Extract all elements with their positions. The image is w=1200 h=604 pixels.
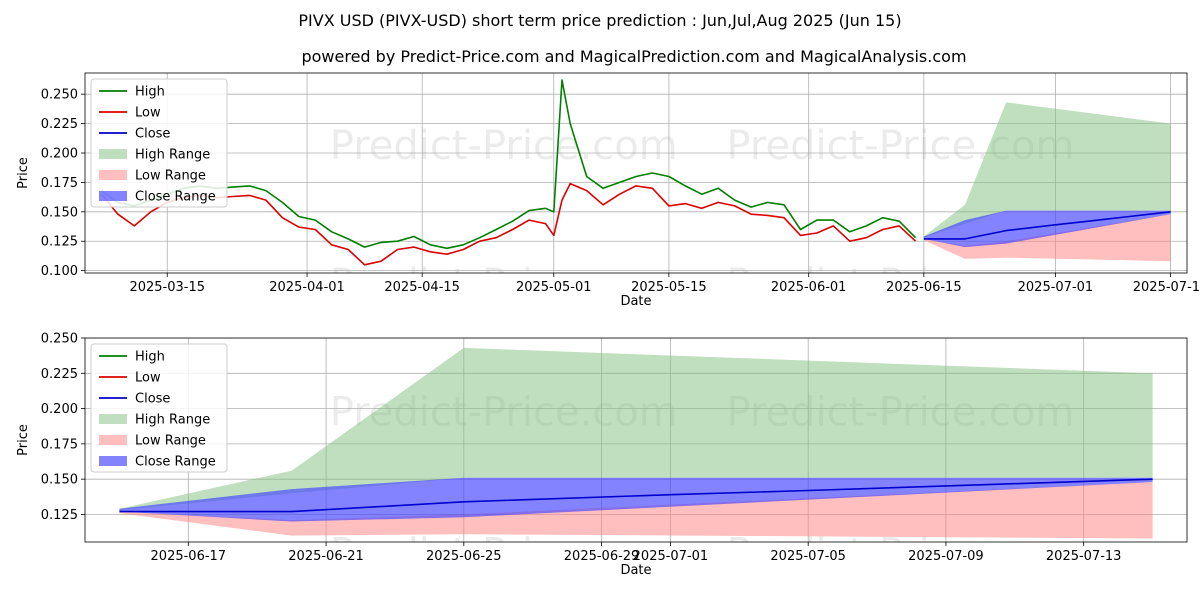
x-tick-label: 2025-05-15 [631, 280, 707, 295]
x-tick-label: 2025-05-01 [516, 280, 592, 295]
forecast-zoom-chart: Predict-Price.comPredict-Price.comPredic… [16, 332, 1188, 578]
series-line-high [100, 79, 917, 250]
legend-label: Low [135, 371, 161, 386]
range-area-close-range [923, 210, 1171, 248]
range-area-close-range [119, 477, 1153, 522]
x-tick-label: 2025-07-01 [1018, 280, 1094, 295]
y-tick-label: 0.200 [41, 147, 78, 162]
range-area-low-range [119, 482, 1153, 539]
x-tick-label: 2025-06-29 [564, 549, 640, 564]
x-tick-label: 2025-07-09 [908, 549, 984, 564]
watermark-text: Predict-Price.com [330, 123, 678, 169]
x-tick-label: 2025-07-01 [633, 549, 709, 564]
y-tick-label: 0.125 [41, 235, 78, 250]
legend-label: Low Range [135, 169, 206, 184]
y-tick-label: 0.250 [41, 88, 78, 103]
x-tick-label: 2025-06-25 [426, 549, 502, 564]
legend-swatch-patch [99, 191, 127, 201]
y-axis-label: Price [16, 157, 31, 189]
y-tick-label: 0.225 [41, 367, 78, 382]
legend-label: Low Range [135, 434, 206, 449]
y-tick-label: 0.125 [41, 508, 78, 523]
y-tick-label: 0.100 [41, 264, 78, 279]
x-tick-label: 2025-03-15 [129, 280, 205, 295]
x-axis-label: Date [620, 563, 651, 578]
y-axis-label: Price [16, 424, 31, 456]
x-tick-label: 2025-06-21 [288, 549, 364, 564]
legend-label: Low [135, 106, 161, 121]
y-tick-label: 0.150 [41, 205, 78, 220]
x-tick-label: 2025-04-15 [384, 280, 460, 295]
x-tick-label: 2025-07-05 [770, 549, 846, 564]
legend-label: Close Range [135, 190, 216, 205]
legend-label: Close Range [135, 455, 216, 470]
legend-label: Close [135, 127, 170, 142]
legend-label: High [135, 85, 165, 100]
plot-area: Predict-Price.com Predict-Price.com Predic… [85, 73, 1187, 307]
range-area-low-range [923, 214, 1171, 262]
axes-frame [84, 72, 1188, 274]
y-tick-label: 0.200 [41, 402, 78, 417]
legend-swatch-patch [99, 170, 127, 180]
x-tick-label: 2025-06-17 [151, 549, 227, 564]
watermark-text: Predict-Price.com [330, 261, 678, 307]
series-line-close [119, 478, 1153, 513]
watermark-text: Predict-Price.com [330, 530, 678, 576]
legend-label: High Range [135, 148, 210, 163]
range-area-high-range [119, 347, 1153, 511]
series-line-low [100, 182, 917, 266]
y-tick-label: 0.250 [41, 332, 78, 347]
chart-subtitle: powered by Predict-Price.com and Magical… [301, 47, 966, 66]
x-tick-label: 2025-06-01 [771, 280, 847, 295]
series-line-close [923, 211, 1171, 240]
legend-swatch-patch [99, 456, 127, 466]
range-area-high-range [923, 102, 1171, 238]
legend-label: Close [135, 392, 170, 407]
y-tick-label: 0.175 [41, 437, 78, 452]
legend-label: High [135, 350, 165, 365]
y-tick-label: 0.175 [41, 176, 78, 191]
x-axis-label: Date [620, 294, 651, 309]
legend-swatch-patch [99, 149, 127, 159]
axes-frame [84, 337, 1188, 543]
watermark-text: Predict-Price.com [727, 261, 1075, 307]
main-price-chart: Predict-Price.com Predict-Price.com Predic… [16, 72, 1200, 309]
plot-area: Predict-Price.comPredict-Price.comPredic… [85, 338, 1187, 576]
legend-swatch-patch [99, 414, 127, 424]
legend-swatch-patch [99, 435, 127, 445]
x-tick-label: 2025-06-15 [886, 280, 962, 295]
x-tick-label: 2025-04-01 [269, 280, 345, 295]
chart-title: PIVX USD (PIVX-USD) short term price pre… [298, 11, 901, 30]
y-tick-label: 0.150 [41, 473, 78, 488]
x-tick-label: 2025-07-13 [1046, 549, 1122, 564]
y-tick-label: 0.225 [41, 117, 78, 132]
x-tick-label: 2025-07-15 [1133, 280, 1200, 295]
legend-label: High Range [135, 413, 210, 428]
